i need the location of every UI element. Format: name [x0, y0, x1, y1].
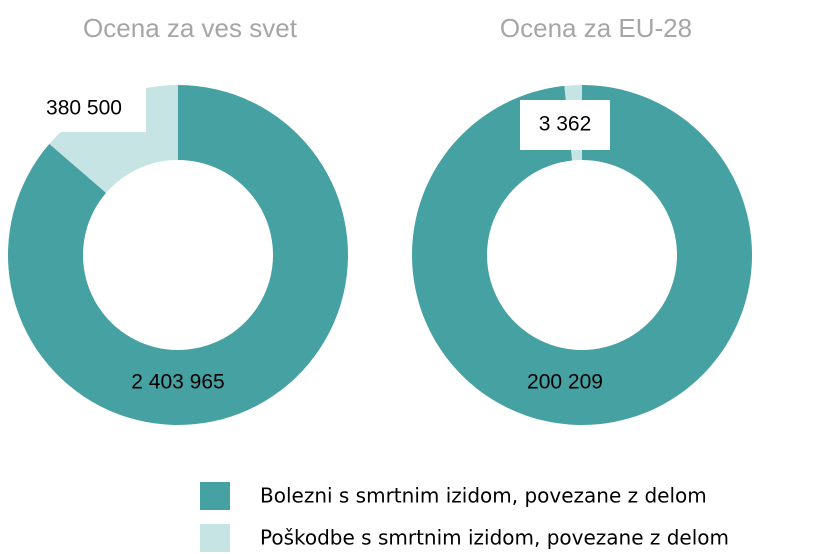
chart-title: Ocena za ves svet	[83, 13, 298, 43]
label-box	[22, 86, 146, 132]
value-label: 2 403 965	[131, 371, 224, 394]
value-label: 200 209	[527, 371, 603, 394]
legend-swatch	[200, 524, 230, 552]
donut-segment	[7, 85, 348, 425]
legend-label: Bolezni s smrtnim izidom, povezane z del…	[260, 484, 707, 508]
value-label: 380 500	[46, 97, 122, 120]
donut-segment	[412, 85, 753, 425]
chart-title: Ocena za EU-28	[500, 13, 692, 43]
label-box	[520, 100, 610, 150]
value-label: 3 362	[539, 113, 592, 136]
legend-label: Poškodbe s smrtnim izidom, povezane z de…	[260, 526, 729, 550]
legend-swatch	[200, 482, 230, 510]
